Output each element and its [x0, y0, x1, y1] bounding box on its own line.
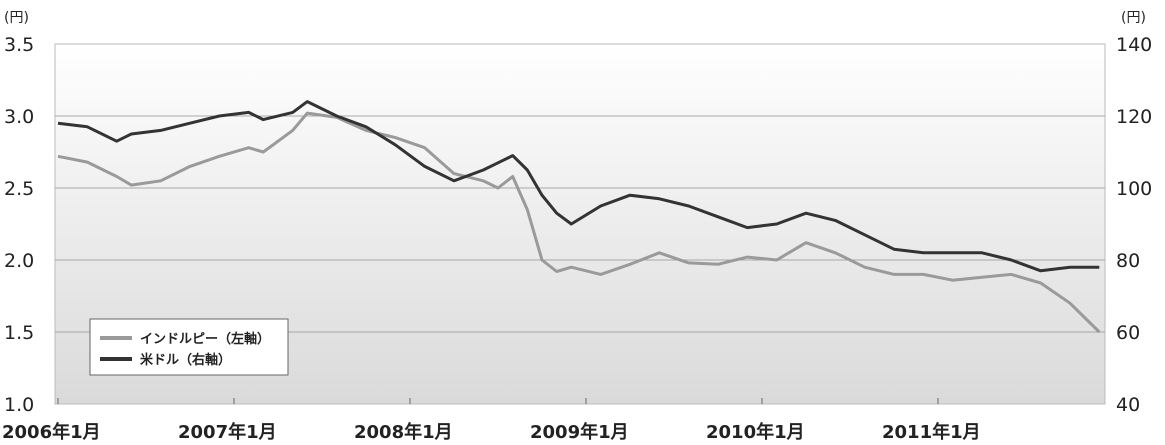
y-right-tick: 140: [1116, 34, 1152, 56]
y-right-tick: 40: [1116, 394, 1140, 416]
x-tick-label: 2006年1月: [2, 421, 101, 443]
legend: インドルピー（左軸） 米ドル（右軸）: [89, 318, 289, 376]
x-axis: 2006年1月 2007年1月 2008年1月 2009年1月 2010年1月 2011年…: [2, 398, 981, 443]
y-left-tick: 1.0: [4, 394, 34, 416]
x-tick-label: 2010年1月: [706, 421, 805, 443]
y-left-tick: 3.5: [4, 34, 34, 56]
x-tick-label: 2007年1月: [178, 421, 277, 443]
legend-box: [89, 318, 289, 376]
y-right-unit: (円): [1121, 10, 1146, 26]
series-lines: [57, 100, 1101, 334]
y-left-tick: 1.5: [4, 322, 34, 344]
y-right-tick: 120: [1116, 106, 1152, 128]
y-left-tick: 2.5: [4, 178, 34, 200]
legend-label-usd: 米ドル（右軸）: [140, 352, 231, 368]
x-tick-label: 2008年1月: [354, 421, 453, 443]
y-right-tick: 60: [1116, 322, 1140, 344]
x-tick-label: 2009年1月: [530, 421, 629, 443]
y-right-tick: 80: [1116, 250, 1140, 272]
legend-label-inr: インドルピー（左軸）: [140, 331, 270, 347]
series-line-inr: [57, 111, 1101, 334]
y-right-tick: 100: [1116, 178, 1152, 200]
y-left-tick: 3.0: [4, 106, 34, 128]
series-line-usd: [57, 100, 1100, 273]
x-tick-label: 2011年1月: [882, 421, 981, 443]
y-axis-left: 1.0 1.5 2.0 2.5 3.0 3.5: [4, 34, 34, 416]
y-left-tick: 2.0: [4, 250, 34, 272]
y-axis-right: 40 60 80 100 120 140: [1116, 34, 1152, 416]
y-left-unit: (円): [4, 10, 29, 26]
